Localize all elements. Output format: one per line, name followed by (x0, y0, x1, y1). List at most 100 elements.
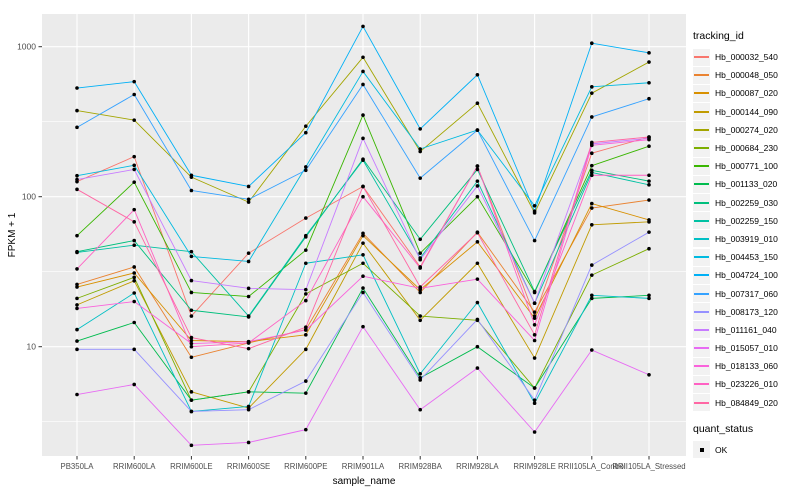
data-point (75, 296, 79, 301)
legend-entry-ok: OK (693, 441, 799, 459)
data-point (418, 176, 423, 180)
data-point (246, 251, 251, 256)
data-point (304, 298, 308, 303)
data-point (361, 286, 365, 290)
legend-entry: Hb_007317_060 (693, 284, 799, 303)
legend-line-sample-icon (694, 365, 709, 368)
legend-title-tracking-id: tracking_id (693, 30, 744, 42)
data-point (304, 391, 308, 395)
data-point (189, 355, 194, 360)
x-tick-label: RRIM600PE (284, 462, 327, 471)
legend-label: Hb_000048_050 (715, 70, 778, 81)
legend-line-sample-icon (694, 147, 709, 150)
legend-line-sample-icon (694, 328, 709, 331)
data-point (590, 151, 594, 155)
data-point (189, 443, 194, 448)
legend-key (693, 230, 710, 248)
legend-key (693, 175, 710, 193)
x-tick-label: RRIM901LA (342, 462, 385, 471)
data-point (189, 335, 194, 340)
legend-key (693, 285, 710, 303)
data-point (475, 277, 480, 281)
data-point (647, 96, 651, 101)
y-tick-label: 1000 (17, 42, 36, 52)
y-tick-label: 100 (22, 192, 36, 202)
data-point (590, 140, 594, 145)
data-point (75, 187, 79, 192)
data-point (647, 173, 651, 178)
legend-label: Hb_007317_060 (715, 288, 778, 299)
data-point (304, 287, 308, 292)
legend-line-sample-icon (694, 401, 709, 404)
data-point (361, 241, 365, 245)
data-point (75, 339, 79, 343)
data-point (75, 303, 79, 307)
data-point (475, 184, 480, 188)
data-point (361, 194, 365, 199)
data-point (246, 286, 251, 291)
data-point (475, 317, 480, 322)
data-point (361, 82, 365, 87)
data-point (590, 143, 594, 148)
data-point (304, 168, 308, 173)
data-point (189, 338, 194, 343)
legend-label: Hb_008173_120 (715, 306, 778, 317)
legend-label: Hb_001133_020 (715, 179, 778, 190)
data-point (475, 128, 480, 132)
x-tick-label: RRIM600SE (227, 462, 270, 471)
data-point (75, 173, 79, 178)
legend-key (693, 266, 710, 284)
data-point (532, 289, 537, 294)
data-point (590, 201, 594, 206)
data-point (246, 184, 251, 189)
data-point (304, 333, 308, 337)
data-point (304, 130, 308, 135)
data-point (418, 314, 423, 318)
legend-line-sample-icon (694, 383, 709, 386)
data-point (304, 216, 308, 220)
data-point (189, 308, 194, 313)
legend-key (693, 375, 710, 393)
legend-line-sample-icon (694, 56, 709, 59)
data-point (132, 79, 136, 84)
y-axis-title: FPKM + 1 (7, 212, 18, 257)
legend-entry: Hb_023226_010 (693, 375, 799, 393)
data-point (647, 135, 651, 139)
data-point (532, 386, 537, 390)
legend-key (693, 103, 710, 121)
data-point (189, 398, 194, 402)
data-point (246, 314, 251, 318)
data-point (532, 333, 537, 337)
legend-label: Hb_011161_040 (715, 324, 777, 335)
data-point (361, 184, 365, 189)
data-point (132, 279, 136, 283)
legend-line-sample-icon (694, 237, 709, 240)
data-point (590, 115, 594, 119)
legend-key (693, 157, 710, 175)
legend-key (693, 194, 710, 212)
legend-line-sample-icon (694, 274, 709, 277)
legend-label: Hb_000684_230 (715, 143, 778, 154)
data-point (189, 344, 194, 349)
data-point (532, 203, 537, 208)
data-point (132, 220, 136, 224)
x-tick-label: RRII105LA_Control (558, 462, 626, 471)
legend-line-sample-icon (694, 292, 709, 295)
data-point (361, 261, 365, 266)
data-point (418, 285, 423, 289)
legend-label: OK (715, 444, 728, 455)
legend-key (693, 212, 710, 230)
data-point (647, 230, 651, 234)
data-point (189, 290, 194, 295)
data-point (475, 300, 480, 305)
data-point (475, 344, 480, 349)
data-point (475, 101, 480, 106)
data-point (361, 252, 365, 257)
data-point (304, 165, 308, 169)
data-point (475, 194, 480, 199)
legend-entry: Hb_000771_100 (693, 157, 799, 175)
data-point (532, 310, 537, 314)
x-axis-title: sample_name (333, 476, 396, 487)
legend-label: Hb_000032_540 (715, 52, 778, 63)
legend-entry: Hb_004724_100 (693, 266, 799, 284)
